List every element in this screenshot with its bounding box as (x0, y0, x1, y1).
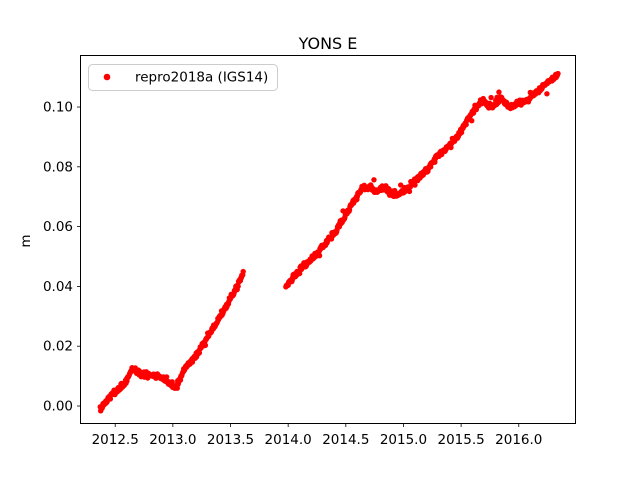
data-point (371, 177, 377, 183)
legend-box (88, 64, 278, 91)
chart-title: YONS E (298, 34, 358, 53)
scatter-series (97, 70, 561, 414)
y-tick-label: 0.04 (43, 279, 73, 295)
legend-entry-label: repro2018a (IGS14) (135, 70, 268, 86)
x-tick-label: 2015.5 (437, 432, 484, 448)
x-tick-label: 2014.0 (265, 432, 312, 448)
y-axis-label: m (18, 234, 34, 247)
y-tick-label: 0.06 (43, 219, 73, 235)
y-tick-label: 0.10 (43, 100, 73, 116)
data-point (163, 374, 170, 380)
data-point (463, 121, 469, 128)
data-point (406, 188, 413, 195)
data-point (169, 379, 175, 385)
x-tick-label: 2016.0 (495, 432, 542, 448)
data-point (202, 342, 209, 349)
x-tick-label: 2014.5 (322, 432, 369, 448)
data-point (412, 182, 418, 188)
data-point (240, 268, 246, 275)
y-tick-label: 0.00 (43, 399, 73, 415)
y-axis-ticks: 0.00 0.02 0.04 0.06 0.08 0.10 (43, 100, 81, 415)
x-tick-label: 2012.5 (92, 432, 139, 448)
data-point (544, 91, 550, 97)
axes-frame (80, 55, 576, 424)
legend-marker-dot-icon (103, 73, 111, 81)
data-point (496, 89, 502, 95)
x-axis-ticks: 2012.5 2013.0 2013.5 2014.0 2014.5 2015.0 2015… (92, 423, 542, 448)
x-tick-label: 2015.0 (380, 432, 427, 448)
data-point (316, 252, 323, 259)
data-point (448, 144, 454, 151)
data-point (488, 94, 494, 101)
x-tick-label: 2013.5 (207, 432, 254, 448)
data-point (296, 270, 303, 277)
y-tick-label: 0.02 (43, 339, 73, 355)
legend: repro2018a (IGS14) (88, 64, 278, 91)
data-point (555, 70, 561, 77)
y-tick-label: 0.08 (43, 159, 73, 175)
data-point (235, 283, 241, 290)
data-point (469, 118, 475, 124)
x-tick-label: 2013.0 (149, 432, 196, 448)
